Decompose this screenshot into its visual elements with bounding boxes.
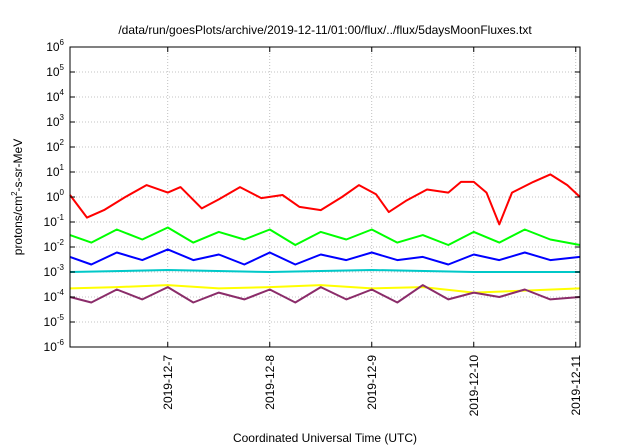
y-tick-label: 10-4 <box>44 288 65 304</box>
series-line-0 <box>69 173 581 226</box>
y-tick-base: 10 <box>44 265 58 279</box>
y-tick-exponent: 2 <box>60 138 65 147</box>
y-tick-label: 10-2 <box>44 238 65 254</box>
y-tick-exponent: 6 <box>60 38 65 47</box>
x-axis: 2019-12-7 2019-12-8 2019-12-9 2019-12-10 201… <box>161 47 583 416</box>
y-tick-label: 103 <box>46 113 64 129</box>
data-series <box>69 173 581 304</box>
y-tick-base: 10 <box>44 215 58 229</box>
y-tick-base: 10 <box>46 65 60 79</box>
y-tick-label: 106 <box>46 38 64 54</box>
y-tick-exponent: -6 <box>57 338 65 347</box>
y-tick-base: 10 <box>46 140 60 154</box>
x-tick-label: 2019-12-9 <box>365 355 379 410</box>
y-tick-label: 104 <box>46 88 64 104</box>
chart-title: /data/run/goesPlots/archive/2019-12-11/0… <box>118 23 532 37</box>
x-tick-label: 2019-12-10 <box>467 355 481 417</box>
grid-lines <box>70 47 580 347</box>
y-tick-exponent: -5 <box>57 313 65 322</box>
y-tick-exponent: 0 <box>60 188 65 197</box>
y-axis-title-superscript: 2 <box>10 191 19 196</box>
y-tick-exponent: -3 <box>57 263 65 272</box>
series-line-4 <box>69 284 581 294</box>
series-line-3 <box>69 269 580 273</box>
y-tick-label: 10-6 <box>44 338 65 354</box>
y-tick-base: 10 <box>46 190 60 204</box>
series-line-2 <box>69 248 581 266</box>
y-tick-base: 10 <box>46 165 60 179</box>
y-tick-exponent: 4 <box>60 88 65 97</box>
x-tick-label: 2019-12-7 <box>161 355 175 410</box>
y-tick-base: 10 <box>46 115 60 129</box>
y-tick-label: 10-1 <box>44 213 65 229</box>
y-tick-exponent: -1 <box>57 213 65 222</box>
series-line-1 <box>69 226 581 246</box>
y-tick-base: 10 <box>44 315 58 329</box>
y-tick-label: 10-3 <box>44 263 65 279</box>
x-tick-label: 2019-12-8 <box>263 355 277 410</box>
x-axis-title: Coordinated Universal Time (UTC) <box>233 431 417 445</box>
y-tick-base: 10 <box>44 340 58 354</box>
y-tick-base: 10 <box>44 240 58 254</box>
series-line-5 <box>69 284 581 304</box>
y-tick-base: 10 <box>44 290 58 304</box>
y-tick-exponent: -2 <box>57 238 65 247</box>
y-axis-title-rest: -s-sr-MeV <box>11 139 25 192</box>
y-tick-label: 100 <box>46 188 64 204</box>
y-tick-base: 10 <box>46 40 60 54</box>
y-axis: 10-610-510-410-310-210-11001011021031041… <box>44 38 580 354</box>
y-tick-label: 101 <box>46 163 64 179</box>
y-tick-exponent: 3 <box>60 113 65 122</box>
y-tick-exponent: -4 <box>57 288 65 297</box>
y-axis-title-base: protons/cm <box>11 196 25 255</box>
y-tick-base: 10 <box>46 90 60 104</box>
y-tick-label: 102 <box>46 138 64 154</box>
x-tick-label: 2019-12-11 <box>569 355 583 416</box>
y-tick-exponent: 1 <box>60 163 65 172</box>
y-tick-label: 105 <box>46 63 64 79</box>
y-tick-label: 10-5 <box>44 313 65 329</box>
y-tick-exponent: 5 <box>60 63 65 72</box>
y-axis-title: protons/cm2-s-sr-MeV <box>10 139 25 255</box>
